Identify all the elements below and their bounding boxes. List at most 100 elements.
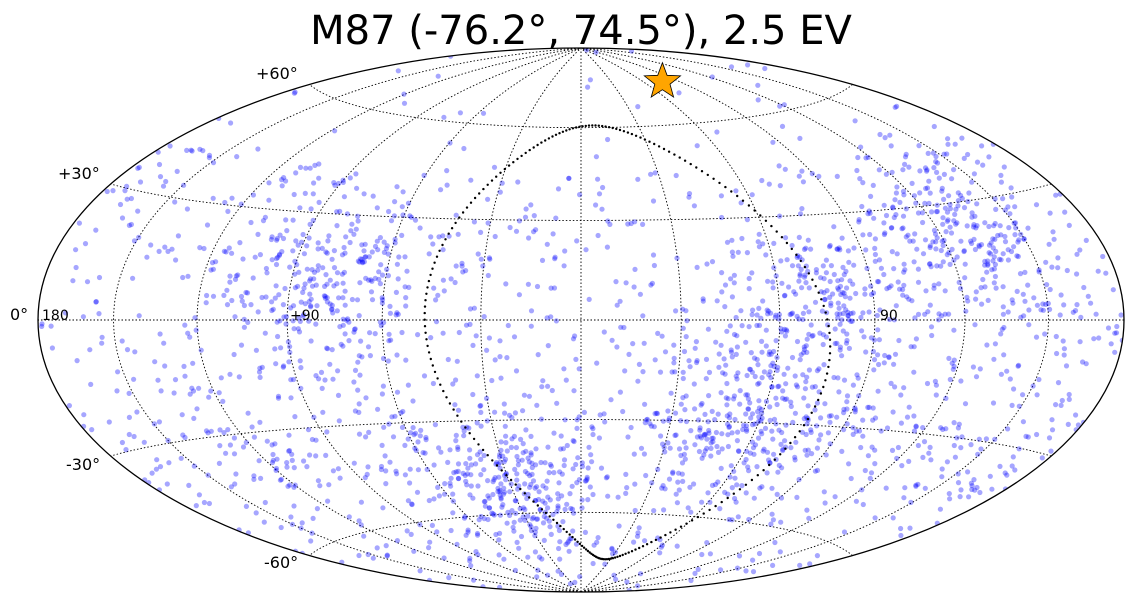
- event-point: [124, 347, 131, 353]
- event-point: [571, 510, 577, 516]
- event-point: [676, 487, 682, 493]
- event-point: [291, 191, 297, 198]
- event-point: [498, 447, 504, 453]
- event-point: [661, 444, 667, 450]
- event-point: [562, 506, 568, 512]
- event-point: [387, 459, 393, 465]
- event-point: [992, 341, 999, 347]
- event-point: [245, 410, 251, 416]
- event-point: [377, 319, 383, 325]
- event-point: [933, 159, 939, 165]
- event-point: [361, 533, 367, 539]
- event-point: [912, 315, 918, 321]
- event-point: [352, 367, 359, 373]
- event-point: [374, 545, 380, 551]
- event-point: [737, 388, 743, 394]
- event-point: [178, 455, 184, 461]
- event-point: [933, 239, 939, 245]
- event-point: [490, 491, 496, 498]
- event-point: [862, 291, 868, 297]
- event-point: [380, 355, 387, 362]
- event-point: [924, 168, 930, 174]
- event-point: [496, 454, 503, 460]
- event-point: [854, 167, 860, 174]
- event-point: [844, 337, 850, 344]
- event-point: [525, 554, 531, 560]
- event-point: [474, 373, 480, 379]
- event-point: [480, 584, 486, 590]
- plane-dot: [779, 453, 782, 456]
- event-point: [593, 202, 599, 208]
- event-point: [277, 318, 283, 324]
- event-point: [128, 221, 134, 228]
- event-point: [229, 250, 235, 256]
- event-point: [341, 194, 347, 200]
- event-point: [903, 206, 909, 212]
- event-point: [777, 213, 783, 219]
- event-point: [570, 466, 576, 472]
- event-point: [528, 481, 534, 488]
- event-point: [660, 483, 666, 489]
- event-point: [659, 542, 666, 548]
- event-point: [273, 361, 279, 367]
- event-point: [157, 331, 163, 337]
- event-point: [806, 285, 812, 291]
- event-point: [680, 478, 686, 484]
- meridian--90: [580, 48, 876, 592]
- plane-dot: [499, 171, 502, 174]
- event-point: [726, 424, 732, 430]
- event-point: [635, 378, 641, 384]
- plane-dot: [591, 124, 594, 127]
- event-point: [763, 398, 770, 404]
- event-point: [448, 527, 454, 534]
- event-point: [719, 214, 725, 221]
- event-point: [653, 410, 660, 416]
- event-point: [1040, 307, 1046, 313]
- event-point: [978, 446, 984, 452]
- event-point: [477, 449, 483, 455]
- event-point: [739, 235, 745, 242]
- plane-dot: [558, 132, 561, 135]
- event-point: [208, 267, 214, 273]
- event-point: [383, 246, 389, 252]
- plane-dot: [469, 201, 473, 204]
- event-point: [516, 483, 522, 489]
- event-point: [523, 206, 529, 212]
- event-point: [801, 350, 807, 356]
- event-point: [545, 494, 551, 500]
- event-point: [533, 525, 539, 531]
- event-point: [511, 334, 518, 340]
- event-point: [297, 318, 303, 324]
- event-point: [868, 470, 875, 476]
- event-point: [257, 419, 263, 425]
- event-point: [1026, 307, 1032, 313]
- event-point: [308, 338, 314, 344]
- event-point: [803, 304, 809, 310]
- event-point: [320, 409, 326, 415]
- event-point: [238, 293, 245, 300]
- event-point: [1012, 220, 1019, 226]
- event-point: [756, 405, 763, 411]
- event-point: [530, 478, 537, 484]
- event-point: [528, 524, 534, 530]
- event-point: [286, 448, 292, 454]
- meridian-60: [381, 48, 582, 592]
- event-point: [695, 566, 701, 573]
- event-point: [292, 285, 298, 291]
- plane-dot: [768, 463, 771, 467]
- event-point: [766, 351, 772, 358]
- event-point: [481, 499, 487, 505]
- event-point: [316, 376, 322, 382]
- event-point: [884, 286, 890, 292]
- plane-dot: [516, 157, 519, 161]
- plane-dot: [435, 255, 439, 258]
- plane-dot: [532, 146, 535, 149]
- event-point: [940, 221, 946, 227]
- event-point: [1073, 412, 1079, 418]
- event-point: [747, 366, 754, 373]
- event-point: [602, 561, 608, 567]
- event-point: [286, 448, 293, 454]
- event-point: [48, 323, 54, 329]
- event-point: [365, 551, 371, 558]
- event-point: [1014, 253, 1020, 259]
